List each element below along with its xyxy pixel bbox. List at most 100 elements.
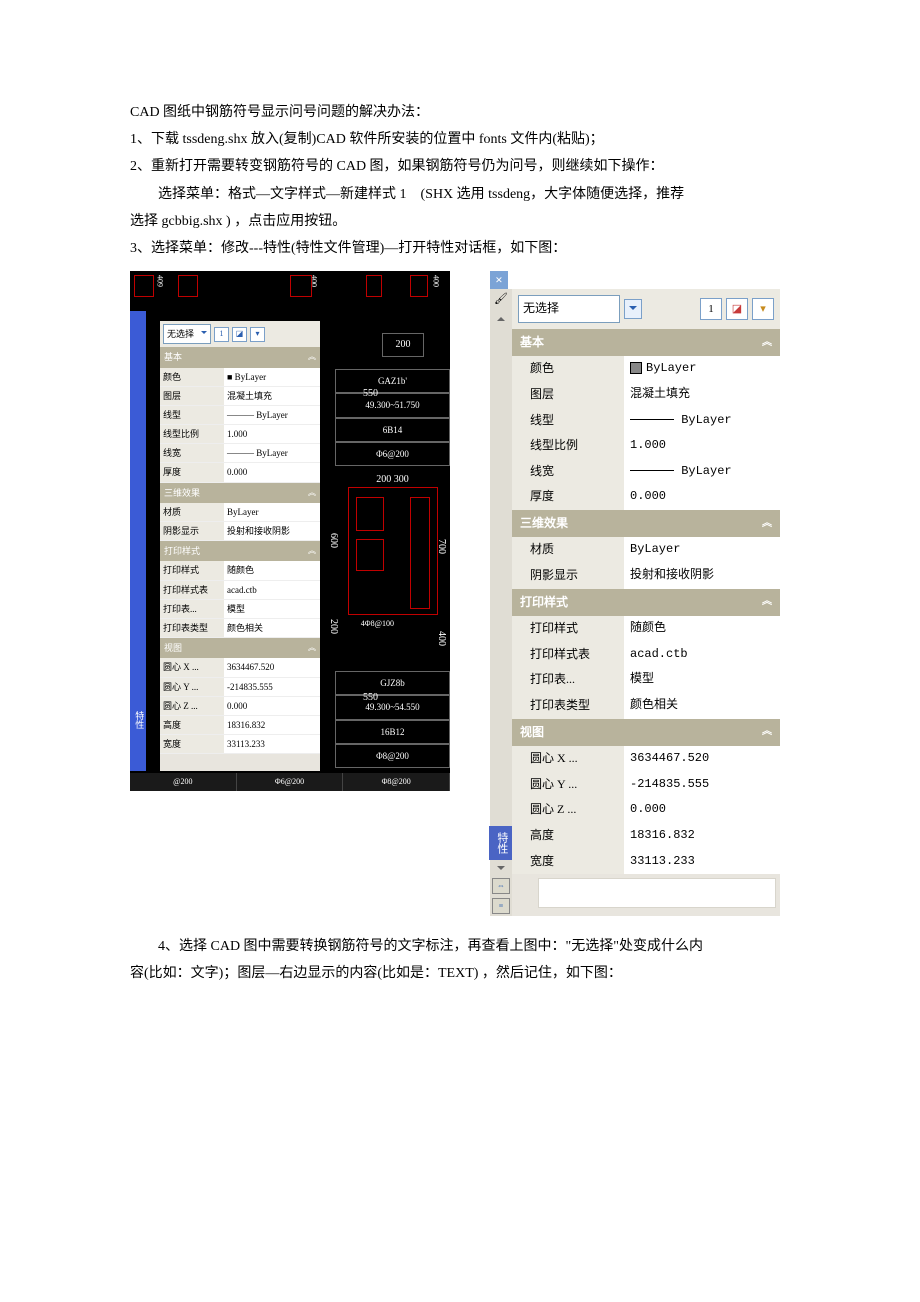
quickselect-icon[interactable]: ◪ bbox=[232, 327, 247, 342]
prop-row[interactable]: 打印样式随颜色 bbox=[160, 561, 320, 580]
prop-value[interactable]: 混凝土填充 bbox=[624, 382, 780, 408]
prop-value[interactable]: ByLayer bbox=[624, 537, 780, 563]
prop-value[interactable]: 0.000 bbox=[224, 463, 320, 481]
prop-value[interactable]: 18316.832 bbox=[224, 716, 320, 734]
prop-row[interactable]: 阴影显示投射和接收阴影 bbox=[160, 522, 320, 541]
prop-row[interactable]: 阴影显示投射和接收阴影 bbox=[512, 563, 780, 589]
prop-row[interactable]: 宽度33113.233 bbox=[512, 849, 780, 875]
prop-value[interactable]: 1.000 bbox=[624, 433, 780, 459]
properties-tab[interactable]: 特性 bbox=[489, 826, 513, 860]
prop-value[interactable]: 投射和接收阴影 bbox=[624, 563, 780, 589]
prop-row[interactable]: 线型 ByLayer bbox=[512, 408, 780, 434]
prop-value[interactable]: ByLayer bbox=[624, 408, 780, 434]
prop-row[interactable]: 线宽 ByLayer bbox=[512, 459, 780, 485]
filter-icon-lg[interactable]: ▾ bbox=[752, 298, 774, 320]
section-header-3d[interactable]: 三维效果︽ bbox=[160, 483, 320, 503]
prop-row[interactable]: 打印样式表acad.ctb bbox=[160, 581, 320, 600]
prop-row[interactable]: 打印表...模型 bbox=[160, 600, 320, 619]
prop-row[interactable]: 圆心 X ...3634467.520 bbox=[512, 746, 780, 772]
dim-550b: 550 bbox=[363, 689, 378, 707]
prop-value[interactable]: 0.000 bbox=[624, 484, 780, 510]
prop-value[interactable]: 3634467.520 bbox=[624, 746, 780, 772]
prop-value[interactable]: 0.000 bbox=[224, 697, 320, 715]
prop-row[interactable]: 打印表类型颜色相关 bbox=[512, 693, 780, 719]
prop-row[interactable]: 材质ByLayer bbox=[160, 503, 320, 522]
prop-row[interactable]: 圆心 Y ...-214835.555 bbox=[160, 678, 320, 697]
prop-row[interactable]: 线型——— ByLayer bbox=[160, 406, 320, 425]
prop-row[interactable]: 圆心 Y ...-214835.555 bbox=[512, 772, 780, 798]
section-header-view[interactable]: 视图︽ bbox=[512, 719, 780, 747]
prop-row[interactable]: 颜色■ ByLayer bbox=[160, 368, 320, 387]
prop-row[interactable]: 厚度0.000 bbox=[160, 463, 320, 482]
para-1: CAD 图纸中钢筋符号显示问号问题的解决办法： bbox=[130, 100, 790, 125]
prop-value[interactable]: ByLayer bbox=[224, 503, 320, 521]
prop-label: 线型 bbox=[160, 406, 224, 424]
section-header-plot[interactable]: 打印样式︽ bbox=[512, 589, 780, 617]
prop-row[interactable]: 厚度0.000 bbox=[512, 484, 780, 510]
prop-row[interactable]: 高度18316.832 bbox=[512, 823, 780, 849]
toggle-pi-icon[interactable]: 1 bbox=[214, 327, 229, 342]
prop-row[interactable]: 打印表类型颜色相关 bbox=[160, 619, 320, 638]
prop-value[interactable]: acad.ctb bbox=[224, 581, 320, 599]
prop-row[interactable]: 打印样式表acad.ctb bbox=[512, 642, 780, 668]
prop-row[interactable]: 宽度33113.233 bbox=[160, 735, 320, 754]
prop-value[interactable]: ——— ByLayer bbox=[224, 406, 320, 424]
screenshots-row: 409 400 400 200 特性 无选择 1 ◪ ▾ 基本 bbox=[130, 271, 790, 916]
quickselect-icon-lg[interactable]: ◪ bbox=[726, 298, 748, 320]
scroll-down-icon[interactable] bbox=[497, 866, 505, 874]
prop-row[interactable]: 线宽——— ByLayer bbox=[160, 444, 320, 463]
color-swatch-icon bbox=[630, 362, 642, 374]
section-header-basic[interactable]: 基本︽ bbox=[160, 347, 320, 367]
prop-value[interactable]: 颜色相关 bbox=[224, 619, 320, 637]
section-header-basic[interactable]: 基本︽ bbox=[512, 329, 780, 357]
resize-icon[interactable]: ⇔ bbox=[492, 878, 510, 894]
prop-row[interactable]: 高度18316.832 bbox=[160, 716, 320, 735]
prop-row[interactable]: 打印表...模型 bbox=[512, 667, 780, 693]
prop-value[interactable]: 投射和接收阴影 bbox=[224, 522, 320, 540]
prop-row[interactable]: 线型比例1.000 bbox=[160, 425, 320, 444]
prop-value[interactable]: ■ ByLayer bbox=[224, 368, 320, 386]
toggle-pi-icon-lg[interactable]: 1 bbox=[700, 298, 722, 320]
prop-row[interactable]: 圆心 Z ...0.000 bbox=[160, 697, 320, 716]
prop-row[interactable]: 颜色ByLayer bbox=[512, 356, 780, 382]
cad-side-strip: 特性 bbox=[130, 311, 146, 771]
prop-row[interactable]: 圆心 X ...3634467.520 bbox=[160, 658, 320, 677]
prop-value[interactable]: 1.000 bbox=[224, 425, 320, 443]
prop-row[interactable]: 线型比例1.000 bbox=[512, 433, 780, 459]
panel-sm-header: 无选择 1 ◪ ▾ bbox=[160, 321, 320, 347]
prop-value[interactable]: 3634467.520 bbox=[224, 658, 320, 676]
dropdown-arrow-icon[interactable] bbox=[624, 299, 642, 319]
paint-icon[interactable]: 🖌 bbox=[493, 291, 509, 307]
prop-value[interactable]: 模型 bbox=[224, 600, 320, 618]
prop-value[interactable]: ——— ByLayer bbox=[224, 444, 320, 462]
prop-value[interactable]: 随颜色 bbox=[224, 561, 320, 579]
close-icon[interactable]: × bbox=[490, 271, 508, 289]
prop-value[interactable]: acad.ctb bbox=[624, 642, 780, 668]
section-header-view[interactable]: 视图︽ bbox=[160, 638, 320, 658]
prop-value[interactable]: 随颜色 bbox=[624, 616, 780, 642]
prop-value[interactable]: 模型 bbox=[624, 667, 780, 693]
section-header-plot[interactable]: 打印样式︽ bbox=[160, 541, 320, 561]
selection-dropdown-lg[interactable]: 无选择 bbox=[518, 295, 620, 323]
prop-value[interactable]: 33113.233 bbox=[624, 849, 780, 875]
filter-icon[interactable]: ▾ bbox=[250, 327, 265, 342]
prop-value[interactable]: ByLayer bbox=[624, 459, 780, 485]
selection-dropdown-sm[interactable]: 无选择 bbox=[163, 324, 211, 344]
prop-value[interactable]: 18316.832 bbox=[624, 823, 780, 849]
section-header-3d[interactable]: 三维效果︽ bbox=[512, 510, 780, 538]
prop-value[interactable]: ByLayer bbox=[624, 356, 780, 382]
prop-value[interactable]: 33113.233 bbox=[224, 735, 320, 753]
prop-value[interactable]: 颜色相关 bbox=[624, 693, 780, 719]
scroll-up-icon[interactable] bbox=[497, 313, 505, 321]
bot-cell-b: Φ6@200 bbox=[237, 773, 344, 791]
prop-row[interactable]: 图层混凝土填充 bbox=[160, 387, 320, 406]
prop-value[interactable]: -214835.555 bbox=[224, 678, 320, 696]
prop-row[interactable]: 打印样式随颜色 bbox=[512, 616, 780, 642]
prop-value[interactable]: -214835.555 bbox=[624, 772, 780, 798]
prop-value[interactable]: 0.000 bbox=[624, 797, 780, 823]
prop-row[interactable]: 材质ByLayer bbox=[512, 537, 780, 563]
prop-row[interactable]: 图层混凝土填充 bbox=[512, 382, 780, 408]
prop-row[interactable]: 圆心 Z ...0.000 bbox=[512, 797, 780, 823]
list-icon[interactable]: ≡ bbox=[492, 898, 510, 914]
prop-value[interactable]: 混凝土填充 bbox=[224, 387, 320, 405]
